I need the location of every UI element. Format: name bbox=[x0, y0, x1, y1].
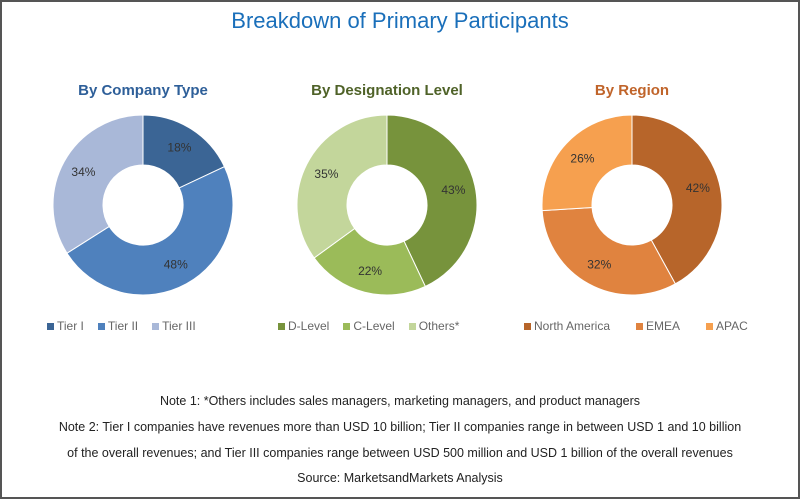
slice-d-level bbox=[386, 114, 478, 288]
data-label: 26% bbox=[570, 151, 594, 165]
chart-title: Breakdown of Primary Participants bbox=[231, 8, 569, 33]
legend-item: C-Level bbox=[343, 319, 395, 333]
note-2-line-2: of the overall revenues; and Tier III co… bbox=[67, 446, 733, 460]
legend-swatch bbox=[408, 323, 416, 330]
legend-region: North America EMEA APAC bbox=[524, 319, 748, 333]
legend-label: Tier I bbox=[57, 319, 84, 333]
legend-company-type: Tier I Tier II Tier III bbox=[47, 319, 196, 333]
legend-swatch bbox=[152, 323, 160, 330]
note-2-line-1: Note 2: Tier I companies have revenues m… bbox=[58, 420, 742, 434]
legend-item: APAC bbox=[706, 319, 748, 333]
subtitle-designation-level: By Designation Level bbox=[311, 82, 463, 99]
legend-swatch bbox=[97, 323, 105, 330]
legend-label: APAC bbox=[716, 319, 748, 333]
legend-item: Tier I bbox=[47, 319, 84, 333]
legend-swatch bbox=[706, 323, 714, 330]
legend-label: North America bbox=[534, 319, 611, 333]
data-label: 35% bbox=[314, 167, 338, 181]
slice-tier-ii bbox=[66, 166, 234, 296]
legend-item: D-Level bbox=[278, 319, 329, 333]
slice-tier-iii bbox=[52, 114, 144, 254]
data-label: 34% bbox=[71, 165, 95, 179]
slice-c-level bbox=[313, 227, 426, 296]
slice-north-america bbox=[631, 114, 723, 285]
legend-item: Tier II bbox=[97, 319, 139, 333]
subtitle-company-type: By Company Type bbox=[78, 82, 208, 99]
legend-label: C-Level bbox=[353, 319, 395, 333]
legend-item: North America bbox=[524, 319, 610, 333]
legend-swatch bbox=[278, 323, 285, 330]
source-note: Source: MarketsandMarkets Analysis bbox=[297, 471, 503, 485]
legend-swatch bbox=[343, 323, 351, 330]
subtitle-region: By Region bbox=[594, 82, 670, 99]
data-label: 42% bbox=[686, 181, 710, 195]
legend-label: Others* bbox=[418, 319, 460, 333]
legend-item: Others* bbox=[408, 319, 460, 333]
legend-swatch bbox=[636, 323, 644, 330]
legend-item: Tier III bbox=[152, 319, 196, 333]
legend-item: EMEA bbox=[636, 319, 680, 333]
data-label: 22% bbox=[358, 264, 382, 278]
legend-label: Tier III bbox=[162, 319, 196, 333]
note-1: Note 1: *Others includes sales managers,… bbox=[159, 394, 641, 408]
slice-emea bbox=[541, 206, 677, 296]
slice-others bbox=[296, 114, 388, 259]
data-label: 18% bbox=[167, 141, 191, 155]
legend-swatch bbox=[47, 323, 54, 330]
legend-designation-level: D-Level C-Level Others* bbox=[278, 319, 459, 333]
legend-label: EMEA bbox=[646, 319, 681, 333]
data-label: 43% bbox=[441, 183, 465, 197]
legend-swatch bbox=[524, 323, 531, 330]
data-label: 48% bbox=[164, 258, 188, 272]
legend-label: Tier II bbox=[107, 319, 139, 333]
data-label: 32% bbox=[587, 258, 611, 272]
legend-label: D-Level bbox=[288, 319, 330, 333]
slice-apac bbox=[541, 114, 633, 212]
